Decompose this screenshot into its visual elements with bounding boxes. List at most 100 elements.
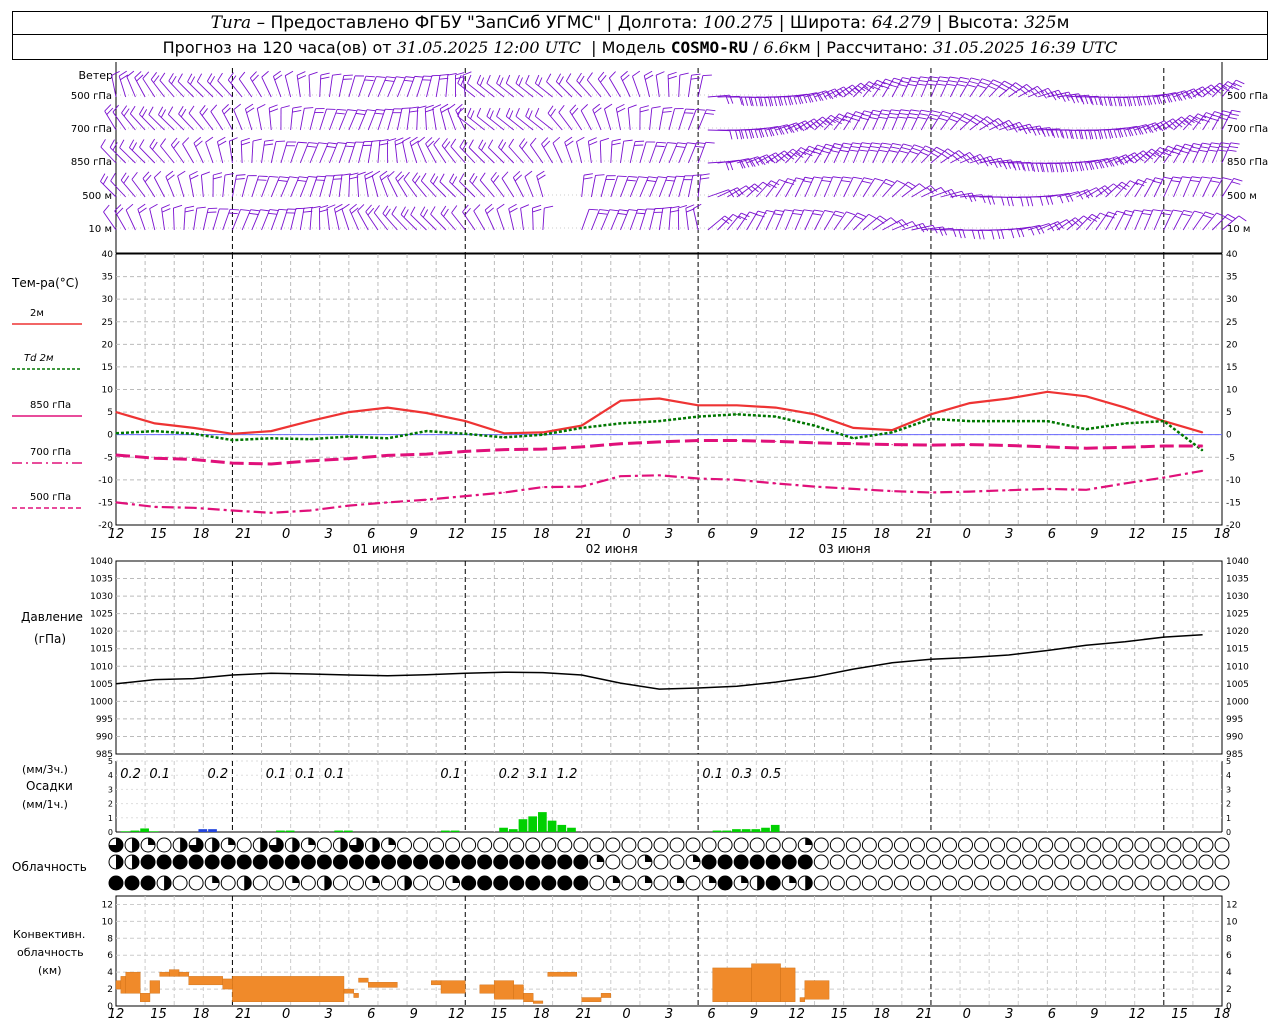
- temp-point: [969, 402, 971, 404]
- wind-barb-staff: [280, 176, 290, 198]
- temp-point: [775, 482, 777, 485]
- cloud-icon: [1198, 875, 1214, 891]
- wind-barb-feather: [380, 174, 389, 181]
- wind-barb-staff: [299, 108, 305, 131]
- wind-barb: [872, 142, 891, 164]
- wind-barb-feather: [196, 206, 206, 209]
- wind-barb-feather: [1152, 209, 1162, 212]
- cloud-icon: [1102, 875, 1118, 891]
- wind-barb-staff: [566, 80, 583, 98]
- wind-barb-feather: [598, 212, 608, 215]
- cloud-circle: [525, 837, 541, 853]
- wind-barb-feather: [760, 97, 764, 107]
- temp-point: [154, 506, 156, 508]
- wind-barb-feather: [662, 111, 672, 113]
- wind-barb-feather: [1064, 163, 1069, 173]
- wind-barb-staff: [251, 175, 260, 198]
- cloud-icon: [380, 837, 396, 853]
- precip-total-label: 3.1: [528, 767, 549, 782]
- wind-barb-feather: [460, 77, 465, 86]
- wind-barb: [658, 176, 677, 198]
- wind-barb: [358, 75, 375, 98]
- wind-barb-feather: [750, 129, 755, 139]
- conv-tick-right: 4: [1226, 968, 1232, 978]
- wind-barb-feather: [297, 141, 307, 144]
- temp-tick-left: 35: [102, 273, 113, 283]
- wind-barb-staff: [232, 209, 241, 231]
- cloud-icon: [909, 837, 925, 853]
- wind-barb-feather: [1054, 91, 1061, 100]
- cloud-icon: [493, 837, 509, 853]
- wind-barb-feather: [949, 76, 959, 79]
- cloud-icon: [300, 875, 316, 891]
- wind-barb: [406, 106, 419, 131]
- wind-barb-feather: [948, 80, 958, 83]
- wind-barb-staff: [814, 210, 825, 231]
- temp-point: [1046, 488, 1048, 490]
- wind-barb-staff: [1095, 211, 1109, 231]
- cloud-fill: [782, 855, 797, 869]
- wind-barb-staff: [564, 142, 573, 164]
- wind-barb-feather: [349, 172, 359, 176]
- wind-barb: [687, 174, 702, 198]
- temp-point: [581, 425, 583, 427]
- cloud-icon: [204, 875, 220, 891]
- wind-barb-staff: [479, 179, 495, 198]
- wind-barb: [167, 106, 185, 131]
- wind-barb-feather: [235, 178, 245, 180]
- cloud-icon: [284, 837, 300, 853]
- wind-barb: [498, 139, 515, 164]
- wind-barb-feather: [532, 204, 542, 209]
- cloud-icon: [220, 875, 236, 891]
- cloud-icon: [942, 875, 958, 891]
- wind-barb-feather: [777, 97, 782, 107]
- cloud-circle: [942, 837, 958, 853]
- precip-tick-left: 1: [108, 814, 113, 823]
- wind-barb-staff: [467, 82, 485, 98]
- wind-barb-staff: [765, 179, 780, 198]
- wind-barb-feather: [120, 172, 127, 181]
- wind-barb-feather: [524, 170, 533, 177]
- wind-barb: [519, 138, 534, 164]
- wind-barb-staff: [658, 208, 664, 231]
- wind-barb-feather: [1112, 157, 1119, 166]
- cloud-icon: [958, 875, 974, 891]
- time-tick-label: 21: [916, 527, 933, 542]
- wind-barb: [410, 206, 427, 231]
- cloud-circle: [653, 854, 669, 870]
- wind-barb-feather: [432, 176, 439, 185]
- wind-barb: [433, 137, 447, 164]
- precip-total-label: 0.2: [208, 767, 229, 782]
- time-tick-label: 6: [1048, 527, 1056, 542]
- wind-barb-feather: [1138, 96, 1143, 106]
- day-label: 01 июня: [353, 542, 405, 556]
- cloud-circle: [974, 854, 990, 870]
- legend-label: 850 гПа: [30, 400, 71, 411]
- wind-barb-feather: [114, 204, 122, 212]
- temp-point: [231, 462, 234, 464]
- temp-tick-left: 25: [102, 318, 113, 328]
- precip-tick-left: 2: [108, 800, 113, 809]
- cloud-circle: [829, 875, 845, 891]
- cloud-icon: [797, 837, 813, 853]
- wind-barb-feather: [326, 145, 336, 148]
- wind-barb: [685, 204, 695, 231]
- cloud-icon: [445, 875, 461, 891]
- wind-barb-feather: [1191, 176, 1201, 179]
- wind-level-label: 10 м: [89, 224, 112, 235]
- wind-barb-feather: [748, 129, 753, 139]
- wind-barb-feather: [1016, 228, 1021, 238]
- wind-barb-staff: [348, 75, 356, 98]
- wind-barb: [206, 73, 224, 98]
- wind-barb-feather: [1198, 88, 1206, 96]
- wind-barb-feather: [1030, 89, 1038, 97]
- wind-barb: [794, 176, 814, 198]
- wind-barb-feather: [245, 103, 254, 110]
- wind-barb: [341, 203, 350, 231]
- wind-barb: [440, 205, 456, 231]
- wind-barb: [959, 77, 980, 98]
- wind-barb-feather: [687, 142, 697, 145]
- cloud-circle: [1070, 837, 1086, 853]
- wind-barb: [371, 170, 381, 198]
